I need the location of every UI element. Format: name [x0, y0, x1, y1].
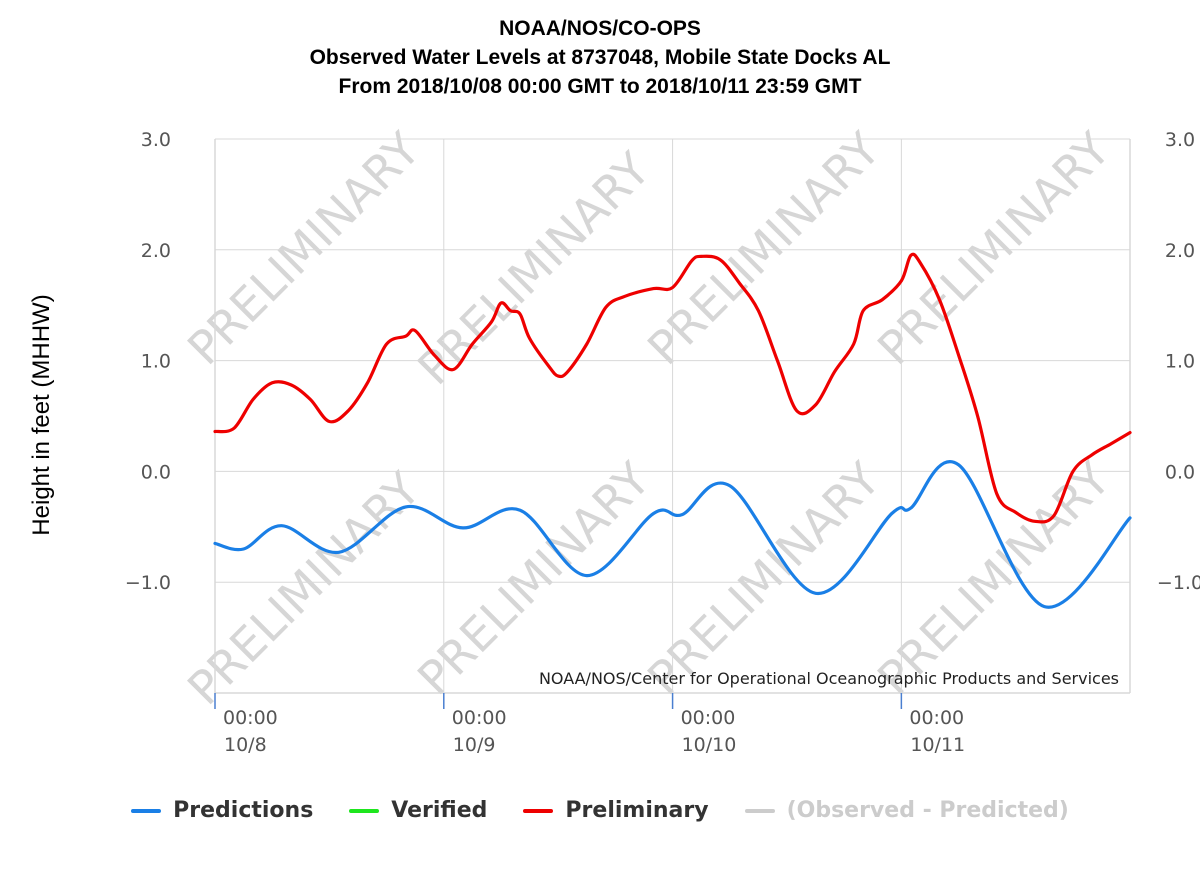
title-line-range: From 2018/10/08 00:00 GMT to 2018/10/11 …: [338, 75, 862, 98]
x-tick-label-time: 00:00: [452, 707, 507, 729]
y-tick-label-left: 2.0: [141, 240, 171, 262]
watermark-text: PRELIMINARY: [867, 121, 1121, 375]
series-layer: [213, 252, 1132, 609]
y-tick-label-right: 2.0: [1165, 240, 1195, 262]
axes: 3.0 3.0 2.0 2.0 1.0 1.0 0.0 0.0 −1.0 −1.0 00:00 10/…: [125, 129, 1200, 756]
legend-swatch: [131, 808, 162, 813]
x-tick-label-date: 10/9: [453, 734, 496, 756]
legend-label: Preliminary: [565, 798, 709, 823]
x-tick-label-time: 00:00: [223, 707, 278, 729]
y-tick-label-left: 0.0: [141, 461, 171, 483]
title-line-agency: NOAA/NOS/CO-OPS: [499, 17, 701, 40]
legend-item-preliminary[interactable]: Preliminary: [523, 798, 709, 823]
x-tick-label-date: 10/10: [682, 734, 737, 756]
x-tick-label-date: 10/11: [910, 734, 965, 756]
x-tick-label-time: 00:00: [909, 707, 964, 729]
watermark-text: PRELIMINARY: [637, 451, 891, 705]
legend-label: (Observed - Predicted): [786, 798, 1069, 823]
watermark-text: PRELIMINARY: [407, 141, 661, 395]
watermark-text: PRELIMINARY: [407, 451, 661, 705]
series-preliminary: [213, 252, 1132, 524]
title-line-station: Observed Water Levels at 8737048, Mobile…: [309, 46, 891, 69]
series-line-predictions: [213, 460, 1132, 609]
legend-label: Verified: [391, 798, 488, 823]
y-tick-label-right: −1.0: [1157, 572, 1200, 594]
credit-text: NOAA/NOS/Center for Operational Oceanogr…: [539, 669, 1119, 688]
legend-swatch: [744, 808, 775, 813]
y-tick-label-left: 3.0: [141, 129, 171, 151]
legend-item-predictions[interactable]: Predictions: [131, 798, 313, 823]
y-tick-label-left: −1.0: [125, 572, 171, 594]
legend-swatch: [349, 808, 380, 813]
x-tick-label-time: 00:00: [681, 707, 736, 729]
y-tick-label-right: 3.0: [1165, 129, 1195, 151]
series-predictions: [213, 460, 1132, 609]
legend-label: Predictions: [173, 798, 314, 823]
watermark-text: PRELIMINARY: [637, 121, 891, 375]
legend-item-verified[interactable]: Verified: [349, 798, 487, 823]
legend: Predictions Verified Preliminary (Observed …: [0, 798, 1200, 823]
x-tick-label-date: 10/8: [224, 734, 267, 756]
y-tick-label-right: 0.0: [1165, 461, 1195, 483]
y-tick-label-left: 1.0: [141, 351, 171, 373]
chart-title: NOAA/NOS/CO-OPS Observed Water Levels at…: [0, 14, 1200, 101]
legend-swatch: [523, 808, 554, 813]
series-line-preliminary: [213, 252, 1132, 524]
legend-item-observed-minus-predicted[interactable]: (Observed - Predicted): [744, 798, 1069, 823]
y-tick-label-right: 1.0: [1165, 351, 1195, 373]
